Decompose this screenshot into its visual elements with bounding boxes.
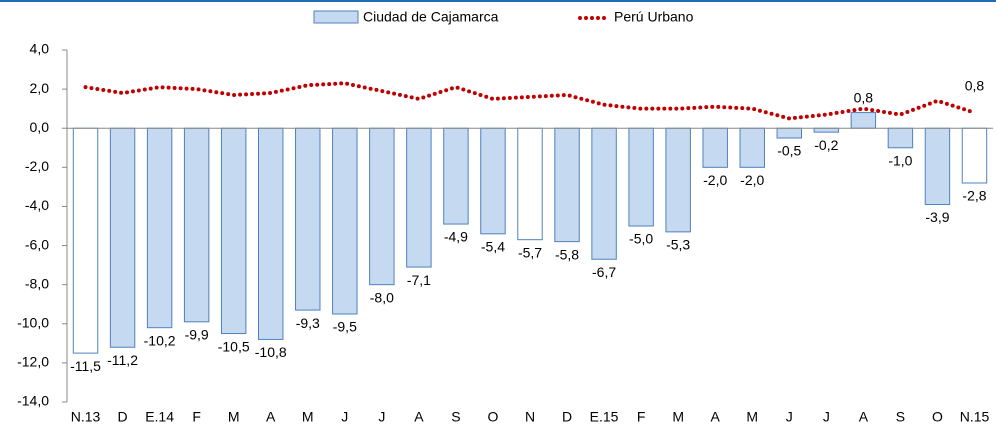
x-tick-label: N.15 <box>960 409 990 425</box>
x-tick-label: F <box>192 409 201 425</box>
data-label: -2,8 <box>962 188 986 204</box>
x-tick-label: J <box>341 409 348 425</box>
x-tick-label: A <box>414 409 424 425</box>
x-tick-label: J <box>823 409 830 425</box>
bar <box>332 127 358 315</box>
x-tick-label: J <box>786 409 793 425</box>
bar <box>702 127 728 168</box>
x-tick-label: S <box>451 409 460 425</box>
data-label: 0,8 <box>854 89 874 105</box>
data-label: -9,3 <box>296 315 320 331</box>
y-tick-label: 2,0 <box>30 80 50 96</box>
bar <box>591 127 617 260</box>
bar <box>72 127 99 354</box>
x-tick-label: M <box>228 409 240 425</box>
x-tick-label: O <box>932 409 943 425</box>
bar <box>406 127 432 268</box>
bar <box>739 127 765 168</box>
y-tick-label: 0,0 <box>30 119 50 135</box>
x-tick-label: D <box>562 409 572 425</box>
data-label: -5,3 <box>666 237 690 253</box>
data-label: -5,4 <box>481 239 505 255</box>
y-tick-label: -8,0 <box>25 275 49 291</box>
data-label: -4,9 <box>444 229 468 245</box>
x-tick-label: O <box>488 409 499 425</box>
data-label: -2,0 <box>740 172 764 188</box>
line <box>83 81 977 121</box>
data-label: -10,5 <box>218 338 250 354</box>
data-label: -8,0 <box>370 289 394 305</box>
data-label: -5,8 <box>555 246 579 262</box>
bar <box>924 127 951 205</box>
bar <box>183 127 210 323</box>
bar <box>961 127 988 184</box>
bar <box>517 127 543 241</box>
data-label: -11,2 <box>107 352 138 368</box>
bar <box>109 127 136 348</box>
legend-label: Ciudad de Cajamarca <box>363 9 499 25</box>
data-label: -9,9 <box>185 327 209 343</box>
y-tick-label: -4,0 <box>25 197 49 213</box>
y-tick-label: 4,0 <box>30 41 50 57</box>
y-tick-label: -12,0 <box>17 354 49 370</box>
bar <box>776 127 803 139</box>
x-tick-label: E.15 <box>590 409 619 425</box>
x-tick-label: D <box>117 409 127 425</box>
data-label: -0,5 <box>777 143 801 159</box>
data-label: -2,0 <box>703 172 727 188</box>
y-tick-label: -10,0 <box>17 314 49 330</box>
x-tick-label: E.14 <box>145 409 174 425</box>
legend-swatch <box>313 10 359 24</box>
x-tick-label: F <box>637 409 646 425</box>
x-tick-label: N <box>525 409 535 425</box>
data-label: -10,8 <box>255 344 287 360</box>
bar <box>220 127 247 335</box>
x-tick-label: J <box>378 409 385 425</box>
bar <box>887 127 914 149</box>
y-tick-label: -2,0 <box>25 158 49 174</box>
x-tick-label: A <box>266 409 276 425</box>
x-tick-label: S <box>896 409 905 425</box>
x-tick-label: M <box>746 409 758 425</box>
data-label: -10,2 <box>144 332 176 348</box>
bar <box>146 127 173 329</box>
bar <box>257 127 284 340</box>
bar <box>850 112 877 129</box>
x-tick-label: M <box>672 409 684 425</box>
data-label: -7,1 <box>407 272 431 288</box>
x-tick-label: N.13 <box>71 409 101 425</box>
y-tick-label: -14,0 <box>17 393 49 409</box>
data-label: -6,7 <box>592 264 616 280</box>
data-label: -5,0 <box>629 231 653 247</box>
bar <box>813 127 840 133</box>
data-label: 0,8 <box>965 77 985 93</box>
y-tick-label: -6,0 <box>25 236 49 252</box>
bar <box>480 127 506 235</box>
x-tick-label: M <box>302 409 314 425</box>
legend-label: Perú Urbano <box>614 9 694 25</box>
data-label: -5,7 <box>518 244 542 260</box>
x-tick-label: A <box>859 409 869 425</box>
data-label: -9,5 <box>333 319 357 335</box>
bar <box>665 127 691 233</box>
data-label: -0,2 <box>814 137 838 153</box>
bar <box>554 127 580 243</box>
bar <box>369 127 395 286</box>
data-label: -1,0 <box>888 152 912 168</box>
x-tick-label: A <box>711 409 721 425</box>
bar <box>443 127 469 225</box>
bar <box>628 127 654 227</box>
bar <box>295 127 321 311</box>
data-label: -11,5 <box>70 358 101 374</box>
data-label: -3,9 <box>925 209 949 225</box>
